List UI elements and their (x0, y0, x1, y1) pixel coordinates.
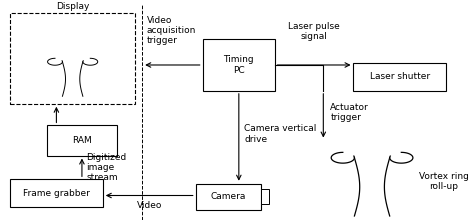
Text: Digitized
image
stream: Digitized image stream (87, 152, 127, 182)
Text: RAM: RAM (72, 136, 92, 145)
Text: Vortex ring
roll-up: Vortex ring roll-up (419, 172, 469, 191)
FancyBboxPatch shape (47, 125, 117, 156)
Text: Actuator
trigger: Actuator trigger (330, 103, 369, 122)
Text: Frame grabber: Frame grabber (23, 189, 90, 198)
Text: Display: Display (56, 2, 89, 11)
Text: Video: Video (137, 201, 162, 210)
Text: Laser pulse
signal: Laser pulse signal (288, 22, 340, 41)
FancyBboxPatch shape (261, 189, 269, 204)
Text: Camera: Camera (210, 192, 246, 201)
FancyBboxPatch shape (354, 63, 447, 91)
FancyBboxPatch shape (196, 184, 261, 210)
FancyBboxPatch shape (10, 13, 135, 104)
Text: Laser shutter: Laser shutter (370, 72, 430, 81)
Text: Camera vertical
drive: Camera vertical drive (245, 124, 317, 144)
Text: Video
acquisition
trigger: Video acquisition trigger (147, 15, 196, 45)
Text: Timing
PC: Timing PC (223, 55, 254, 75)
FancyBboxPatch shape (10, 179, 103, 207)
FancyBboxPatch shape (202, 39, 274, 91)
